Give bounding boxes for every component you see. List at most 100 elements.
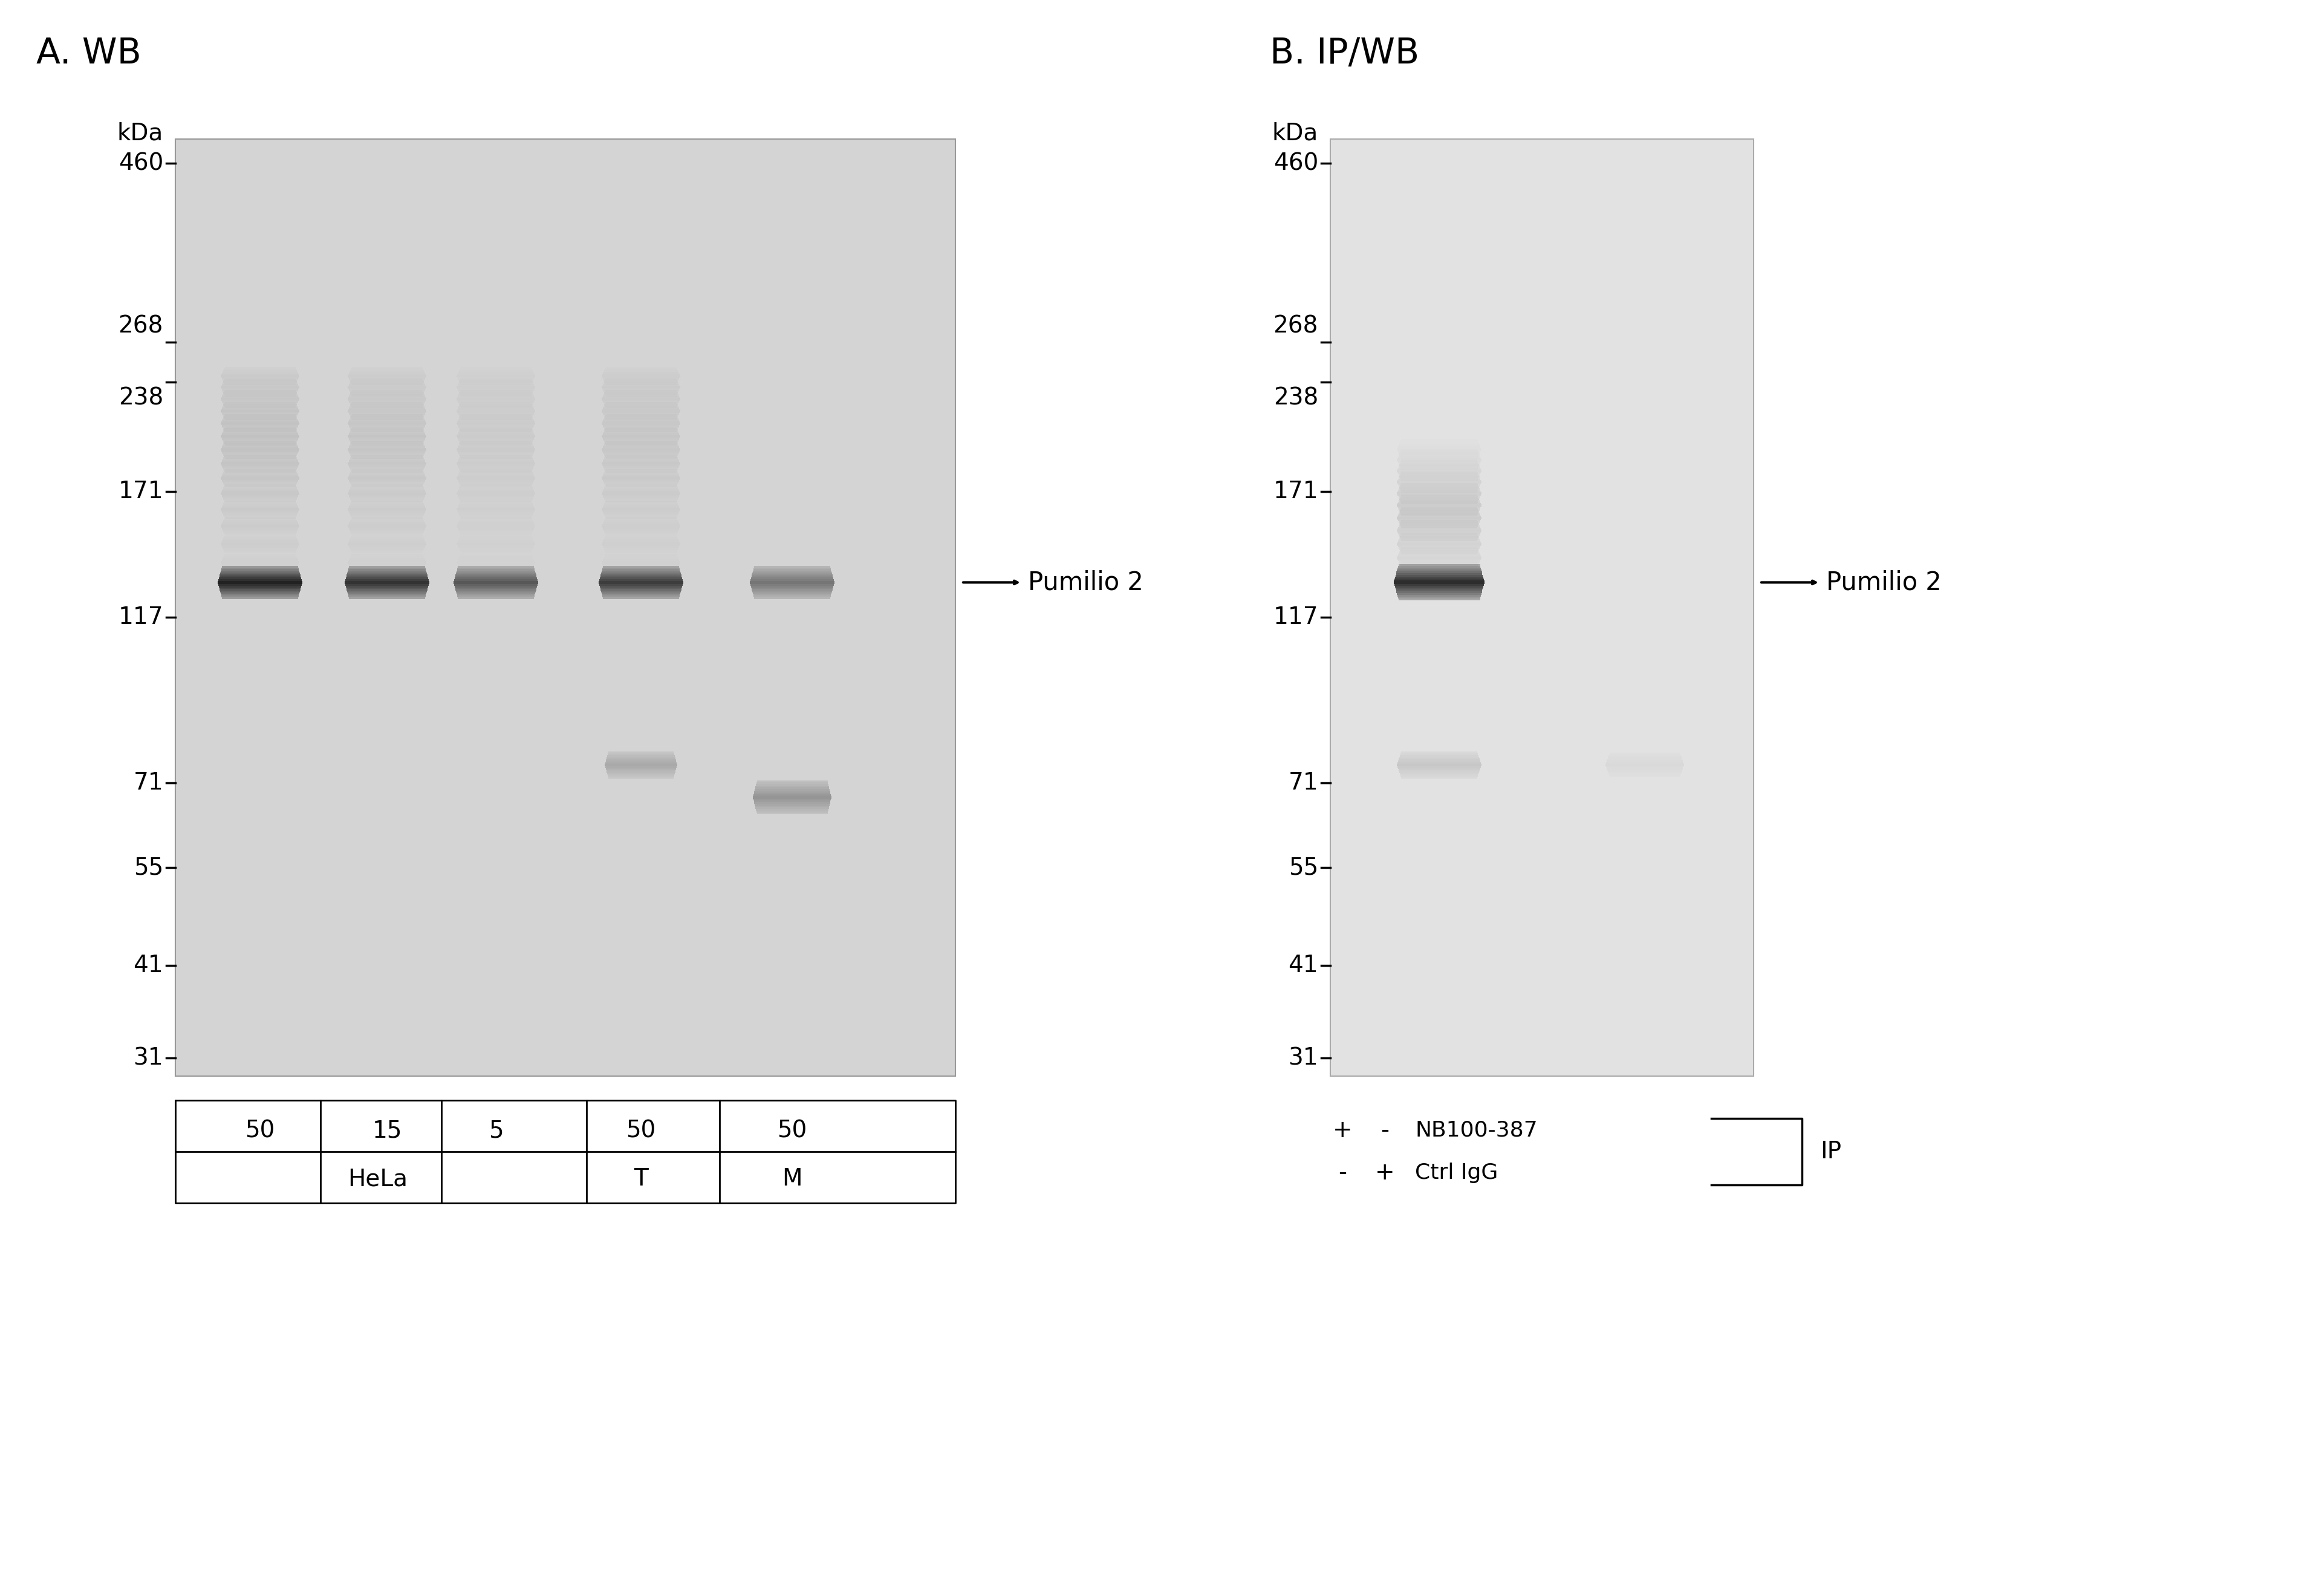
Bar: [752, 795, 831, 796]
Text: 50: 50: [627, 1119, 655, 1143]
Bar: [755, 803, 829, 804]
Text: 5: 5: [488, 1119, 504, 1143]
Bar: [1398, 594, 1481, 595]
Bar: [453, 583, 539, 584]
Text: kDa: kDa: [1272, 121, 1319, 145]
Bar: [601, 568, 680, 570]
Bar: [455, 578, 536, 579]
Bar: [1396, 573, 1481, 575]
Bar: [752, 800, 831, 801]
Bar: [1396, 579, 1484, 581]
Text: Pumilio 2: Pumilio 2: [1825, 570, 1941, 595]
Bar: [1398, 568, 1481, 570]
Bar: [348, 594, 425, 595]
Bar: [752, 589, 834, 591]
Bar: [1396, 575, 1484, 578]
Bar: [221, 573, 300, 575]
Bar: [348, 592, 427, 594]
Bar: [755, 806, 829, 808]
Bar: [755, 808, 829, 809]
Bar: [601, 575, 680, 576]
Bar: [752, 570, 831, 571]
Bar: [1396, 587, 1484, 589]
Bar: [1398, 565, 1479, 567]
Bar: [755, 787, 829, 788]
Bar: [346, 579, 430, 581]
Bar: [218, 578, 302, 579]
Bar: [457, 567, 534, 568]
Bar: [218, 581, 302, 583]
Bar: [221, 575, 300, 576]
Bar: [221, 592, 300, 594]
Bar: [346, 587, 427, 589]
Bar: [455, 584, 536, 586]
Text: 31: 31: [1289, 1047, 1319, 1069]
Bar: [221, 571, 300, 573]
Bar: [455, 575, 536, 576]
Bar: [757, 784, 829, 785]
Bar: [1398, 570, 1481, 571]
Bar: [755, 801, 831, 803]
Text: 71: 71: [1289, 771, 1319, 795]
Text: NB100-387: NB100-387: [1414, 1120, 1537, 1141]
Bar: [218, 583, 302, 584]
Bar: [599, 586, 683, 587]
Bar: [757, 780, 827, 782]
Bar: [218, 576, 302, 578]
Bar: [604, 597, 678, 598]
Bar: [457, 571, 536, 573]
Bar: [348, 568, 425, 570]
Bar: [752, 594, 831, 595]
Bar: [755, 595, 831, 597]
Bar: [346, 586, 427, 587]
Bar: [455, 579, 536, 581]
Bar: [752, 591, 831, 592]
Bar: [752, 576, 834, 578]
Bar: [348, 595, 425, 597]
Bar: [755, 568, 831, 570]
Bar: [1396, 586, 1484, 587]
Text: M: M: [783, 1167, 803, 1191]
Bar: [750, 584, 834, 586]
Bar: [1398, 595, 1481, 597]
Text: A. WB: A. WB: [37, 37, 142, 70]
Bar: [601, 570, 680, 571]
Bar: [599, 587, 683, 589]
Text: 171: 171: [118, 480, 163, 503]
Bar: [599, 578, 683, 579]
Bar: [755, 790, 829, 792]
Text: Ctrl IgG: Ctrl IgG: [1414, 1162, 1498, 1183]
Text: 238: 238: [118, 386, 163, 410]
Bar: [218, 586, 302, 587]
Text: B. IP/WB: B. IP/WB: [1270, 37, 1419, 70]
Bar: [346, 573, 427, 575]
Bar: [221, 595, 300, 597]
Bar: [755, 792, 831, 795]
Bar: [455, 573, 536, 575]
Text: 268: 268: [1272, 314, 1319, 338]
Bar: [599, 579, 683, 581]
Bar: [346, 575, 427, 576]
Bar: [223, 597, 297, 598]
Bar: [348, 571, 427, 573]
Text: 171: 171: [1272, 480, 1319, 503]
Bar: [601, 573, 680, 575]
Bar: [348, 597, 425, 598]
Bar: [599, 581, 683, 583]
Bar: [221, 589, 300, 591]
Bar: [750, 583, 834, 584]
Bar: [346, 581, 430, 583]
Bar: [752, 573, 831, 575]
Bar: [601, 589, 680, 591]
Bar: [346, 583, 430, 584]
Bar: [218, 587, 302, 589]
Bar: [346, 589, 427, 591]
Bar: [757, 811, 829, 812]
Bar: [752, 575, 834, 576]
Bar: [346, 576, 427, 578]
Bar: [1393, 581, 1484, 583]
Text: IP: IP: [1820, 1140, 1841, 1163]
Bar: [1398, 598, 1479, 600]
Text: 55: 55: [132, 857, 163, 879]
Bar: [601, 595, 680, 597]
